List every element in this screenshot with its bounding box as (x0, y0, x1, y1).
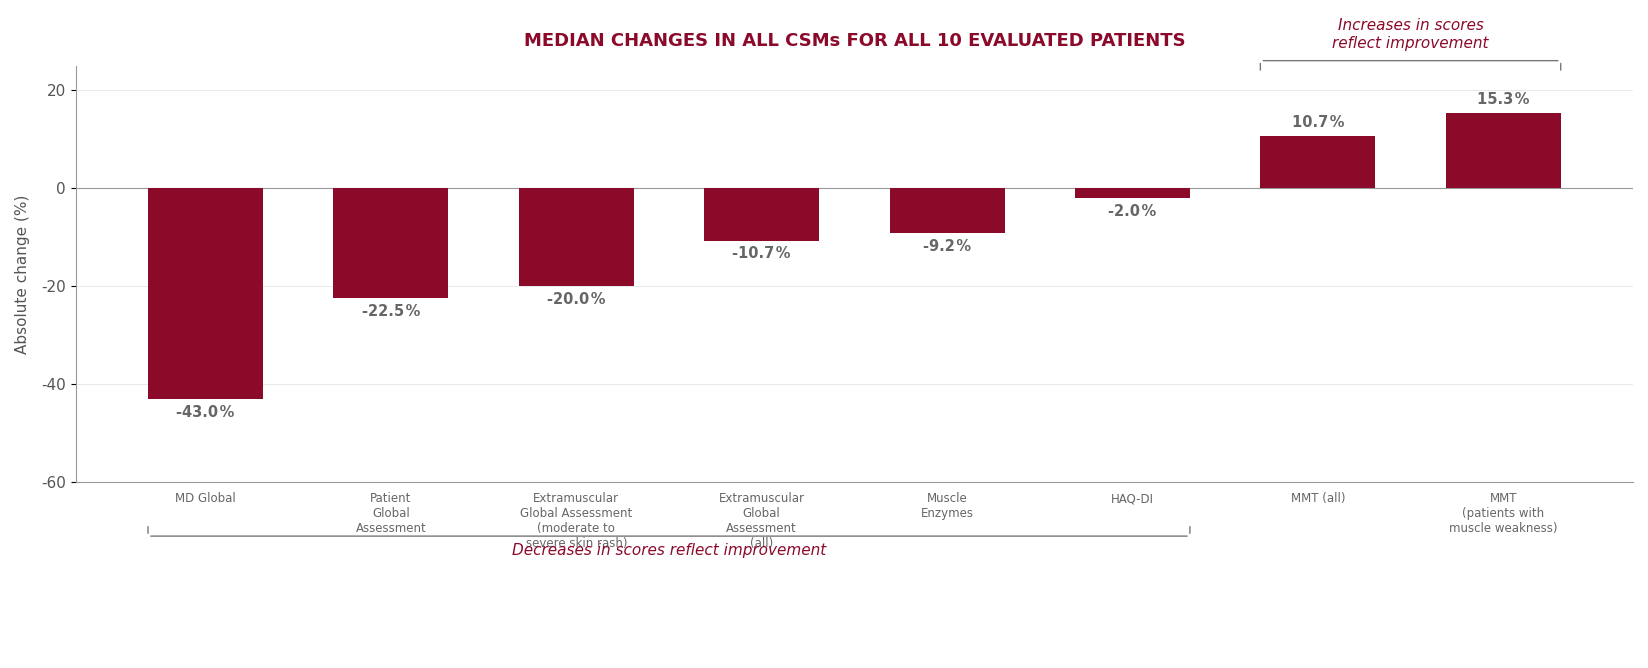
Text: 10.7 %: 10.7 % (1292, 115, 1345, 130)
Bar (333, 188, 448, 299)
Bar (1261, 136, 1376, 188)
Text: MD Global: MD Global (175, 492, 236, 505)
Bar (890, 188, 1005, 233)
Text: -43.0 %: -43.0 % (176, 405, 234, 420)
Text: Increases in scores
reflect improvement: Increases in scores reflect improvement (1332, 19, 1488, 51)
Text: Extramuscular
Global Assessment
(moderate to
severe skin rash): Extramuscular Global Assessment (moderat… (521, 492, 633, 550)
Text: -9.2 %: -9.2 % (923, 239, 971, 254)
Bar (519, 188, 634, 286)
Text: HAQ-DI: HAQ-DI (1111, 492, 1154, 505)
Bar (704, 188, 819, 240)
Text: Patient
Global
Assessment: Patient Global Assessment (356, 492, 427, 535)
Text: 15.3 %: 15.3 % (1477, 92, 1529, 108)
Text: Muscle
Enzymes: Muscle Enzymes (921, 492, 974, 520)
Text: -10.7 %: -10.7 % (732, 246, 791, 261)
Text: -2.0 %: -2.0 % (1109, 204, 1157, 219)
Text: Decreases in scores reflect improvement: Decreases in scores reflect improvement (513, 544, 826, 558)
Bar (1445, 113, 1561, 188)
Text: MMT (all): MMT (all) (1290, 492, 1345, 505)
Text: Extramuscular
Global
Assessment
(all): Extramuscular Global Assessment (all) (719, 492, 804, 550)
Text: -20.0 %: -20.0 % (547, 292, 605, 307)
Text: -22.5 %: -22.5 % (361, 304, 420, 319)
Bar (148, 188, 264, 399)
Title: MEDIAN CHANGES IN ALL CSMs FOR ALL 10 EVALUATED PATIENTS: MEDIAN CHANGES IN ALL CSMs FOR ALL 10 EV… (524, 32, 1185, 50)
Y-axis label: Absolute change (%): Absolute change (%) (15, 194, 30, 353)
Bar (1074, 188, 1190, 198)
Text: MMT
(patients with
muscle weakness): MMT (patients with muscle weakness) (1449, 492, 1557, 535)
